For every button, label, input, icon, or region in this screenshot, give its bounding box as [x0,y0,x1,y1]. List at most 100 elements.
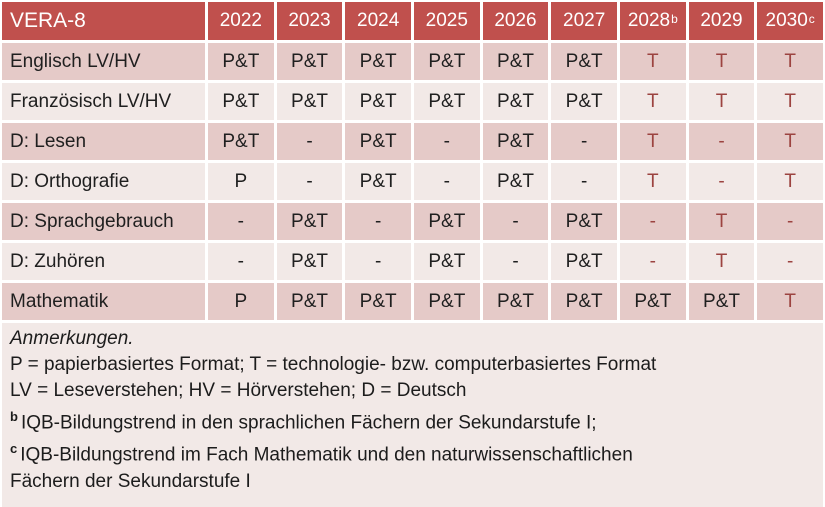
table-cell: - [208,203,274,240]
table-cell: P&T [551,203,617,240]
year-label: 2024 [357,10,400,31]
table-cell: T [688,203,755,240]
year-label: 2029 [700,10,743,31]
header-corner-label: VERA-8 [2,2,205,40]
year-label: 2023 [288,10,331,31]
table-cell: P&T [208,83,274,120]
table-cell: P&T [276,83,343,120]
year-label: 2022 [219,10,262,31]
row-label: D: Lesen [2,123,205,160]
table-cell: T [757,283,823,320]
header-cell-2022: 2022 [208,2,274,40]
table-cell: P&T [345,283,411,320]
table-cell: P&T [482,163,549,200]
table-cell: P&T [208,123,274,160]
header-cell-2030: 2030 c [757,2,823,40]
table-cell: P&T [345,163,411,200]
table-cell: P&T [482,123,549,160]
table-cell: T [619,123,686,160]
table-cell: - [276,163,343,200]
footnote-marker-b: b [671,12,678,26]
table-cell: P&T [688,283,755,320]
table-cell: - [276,123,343,160]
table-cell: - [413,163,480,200]
year-label: 2028 [627,10,671,31]
table-cell: P&T [276,243,343,280]
table-cell: T [757,163,823,200]
row-label: D: Sprachgebrauch [2,203,205,240]
table-cell: T [757,43,823,80]
table-cell: P&T [551,83,617,120]
year-label: 2026 [494,10,537,31]
table-cell: P&T [482,83,549,120]
table-cell: P&T [345,123,411,160]
table-cell: P&T [345,43,411,80]
header-cell-2026: 2026 [482,2,549,40]
table-cell: P&T [482,43,549,80]
footnote-marker-b: b [10,409,18,424]
table-cell: P&T [276,203,343,240]
table-cell: - [757,203,823,240]
table-cell: P&T [208,43,274,80]
year-label: 2027 [563,10,606,31]
table-cell: P&T [276,43,343,80]
table-cell: P&T [551,43,617,80]
table-cell: T [757,83,823,120]
row-label: D: Orthografie [2,163,205,200]
table-cell: T [688,83,755,120]
table-cell: P&T [482,283,549,320]
footnote-b: b IQB-Bildungstrend in den sprachlichen F… [10,409,597,434]
table-cell: T [619,83,686,120]
table-cell: - [551,123,617,160]
vera8-schedule-table: VERA-8 2022 2023 2024 2025 2026 2027 2028 b 2029 2… [2,2,823,320]
table-cell: - [345,243,411,280]
table-cell: - [619,243,686,280]
table-cell: - [688,163,755,200]
header-cell-2025: 2025 [413,2,480,40]
table-cell: P [208,163,274,200]
row-label: D: Zuhören [2,243,205,280]
table-cell: T [688,243,755,280]
table-cell: P&T [345,83,411,120]
legend-line: P = papierbasiertes Format; T = technolo… [10,354,657,375]
row-label: Mathematik [2,283,205,320]
table-cell: P&T [551,283,617,320]
table-cell: - [482,243,549,280]
header-cell-2029: 2029 [688,2,755,40]
table-cell: T [688,43,755,80]
header-cell-2028: 2028 b [619,2,686,40]
row-label: Englisch LV/HV [2,43,205,80]
year-label: 2025 [425,10,468,31]
table-cell: - [619,203,686,240]
footnote-marker-c: c [10,441,18,457]
table-cell: T [619,163,686,200]
table-cell: P&T [413,43,480,80]
header-cell-2027: 2027 [551,2,617,40]
table-cell: - [757,243,823,280]
table-cell: - [413,123,480,160]
table-cell: T [757,123,823,160]
footnote-c-cont: Fächern der Sekundarstufe I [10,470,251,492]
table-cell: - [208,243,274,280]
table-cell: P&T [413,203,480,240]
table-cell: - [688,123,755,160]
table-cell: - [345,203,411,240]
table-cell: - [482,203,549,240]
table-cell: P&T [413,283,480,320]
table-cell: P [208,283,274,320]
notes-heading: Anmerkungen. [10,328,134,349]
table-cell: P&T [413,83,480,120]
header-cell-2023: 2023 [276,2,343,40]
table-cell: - [551,163,617,200]
table-cell: T [619,43,686,80]
legend-line: LV = Leseverstehen; HV = Hörverstehen; D… [10,380,467,401]
table-cell: P&T [619,283,686,320]
table-cell: P&T [276,283,343,320]
header-cell-2024: 2024 [345,2,411,40]
table-cell: P&T [413,243,480,280]
year-label: 2030 [765,10,808,31]
row-label: Französisch LV/HV [2,83,205,120]
footnote-marker-c: c [808,12,815,26]
table-cell: P&T [551,243,617,280]
